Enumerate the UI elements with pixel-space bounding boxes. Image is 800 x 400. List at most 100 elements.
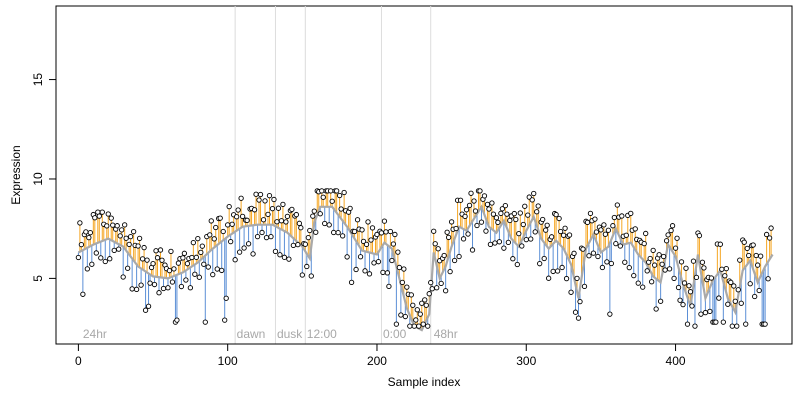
- point-222: [407, 323, 413, 329]
- point-0: [75, 254, 82, 261]
- period-boundaries: [234, 6, 432, 344]
- point-463: [766, 235, 773, 241]
- point-111: [241, 245, 247, 251]
- point-156: [308, 273, 314, 279]
- point-386: [652, 262, 658, 268]
- point-282: [496, 239, 503, 245]
- point-219: [402, 313, 408, 320]
- point-264: [469, 247, 476, 253]
- point-301: [525, 212, 531, 218]
- point-452: [750, 242, 756, 248]
- point-411: [689, 303, 695, 309]
- point-287: [504, 211, 510, 217]
- point-97: [220, 228, 226, 235]
- point-416: [696, 232, 703, 239]
- point-462: [765, 276, 771, 282]
- point-367: [623, 232, 629, 238]
- point-209: [387, 228, 394, 235]
- point-128: [266, 193, 273, 199]
- x-tick-label-2: 200: [367, 354, 387, 368]
- point-80: [195, 235, 201, 242]
- period-label-1: dawn: [237, 327, 266, 341]
- point-157: [310, 213, 316, 219]
- point-296: [517, 210, 523, 216]
- point-343: [587, 210, 594, 217]
- point-385: [650, 247, 656, 254]
- point-117: [250, 251, 256, 257]
- point-3: [80, 291, 86, 297]
- point-29: [119, 227, 125, 233]
- point-420: [702, 309, 709, 316]
- point-8: [87, 230, 93, 236]
- point-232: [422, 297, 428, 303]
- point-225: [411, 323, 417, 329]
- point-363: [617, 243, 623, 249]
- point-139: [283, 219, 289, 225]
- point-234: [425, 323, 431, 329]
- point-288: [505, 239, 511, 246]
- point-291: [510, 256, 516, 262]
- point-255: [456, 253, 462, 260]
- point-361: [614, 202, 620, 208]
- point-247: [444, 229, 450, 235]
- point-206: [383, 229, 389, 235]
- point-440: [732, 298, 738, 304]
- point-12: [93, 250, 99, 256]
- x-tick-label-1: 100: [218, 354, 238, 368]
- point-320: [553, 211, 559, 218]
- point-233: [423, 302, 429, 308]
- point-6: [84, 266, 91, 272]
- point-283: [498, 210, 504, 217]
- y-axis: 5 10 15: [31, 73, 57, 282]
- point-262: [466, 202, 473, 209]
- fit-line: [77, 204, 774, 332]
- point-110: [239, 213, 246, 220]
- point-359: [611, 214, 617, 221]
- point-352: [601, 222, 607, 228]
- point-295: [516, 231, 522, 237]
- point-108: [236, 249, 243, 255]
- point-398: [669, 223, 676, 229]
- point-180: [344, 254, 350, 260]
- point-220: [404, 284, 410, 290]
- point-158: [311, 208, 317, 214]
- point-18: [102, 258, 108, 265]
- point-30: [120, 274, 126, 280]
- point-346: [592, 216, 598, 222]
- plot-area: [55, 5, 793, 345]
- point-19: [104, 223, 110, 229]
- point-236: [428, 279, 434, 286]
- point-373: [632, 226, 638, 232]
- point-341: [584, 219, 591, 225]
- point-342: [586, 253, 592, 259]
- point-397: [668, 227, 674, 234]
- point-45: [142, 307, 149, 313]
- point-147: [295, 241, 301, 248]
- point-51: [151, 281, 158, 288]
- point-252: [451, 257, 458, 264]
- point-103: [229, 221, 235, 227]
- point-215: [396, 264, 403, 271]
- point-190: [359, 227, 365, 233]
- point-169: [328, 188, 334, 194]
- point-20: [105, 211, 111, 217]
- point-125: [262, 198, 268, 204]
- point-64: [171, 266, 177, 272]
- point-439: [731, 283, 737, 289]
- point-357: [608, 260, 615, 267]
- point-353: [602, 231, 609, 237]
- point-16: [99, 209, 105, 215]
- point-274: [484, 201, 491, 208]
- point-213: [393, 321, 400, 327]
- point-378: [640, 284, 646, 290]
- point-456: [756, 287, 762, 294]
- point-119: [253, 191, 259, 197]
- point-387: [653, 306, 659, 312]
- point-107: [235, 207, 241, 213]
- point-153: [304, 263, 310, 270]
- point-41: [136, 235, 143, 242]
- point-417: [698, 311, 704, 317]
- point-208: [386, 283, 392, 289]
- point-14: [96, 213, 102, 219]
- point-401: [674, 235, 680, 241]
